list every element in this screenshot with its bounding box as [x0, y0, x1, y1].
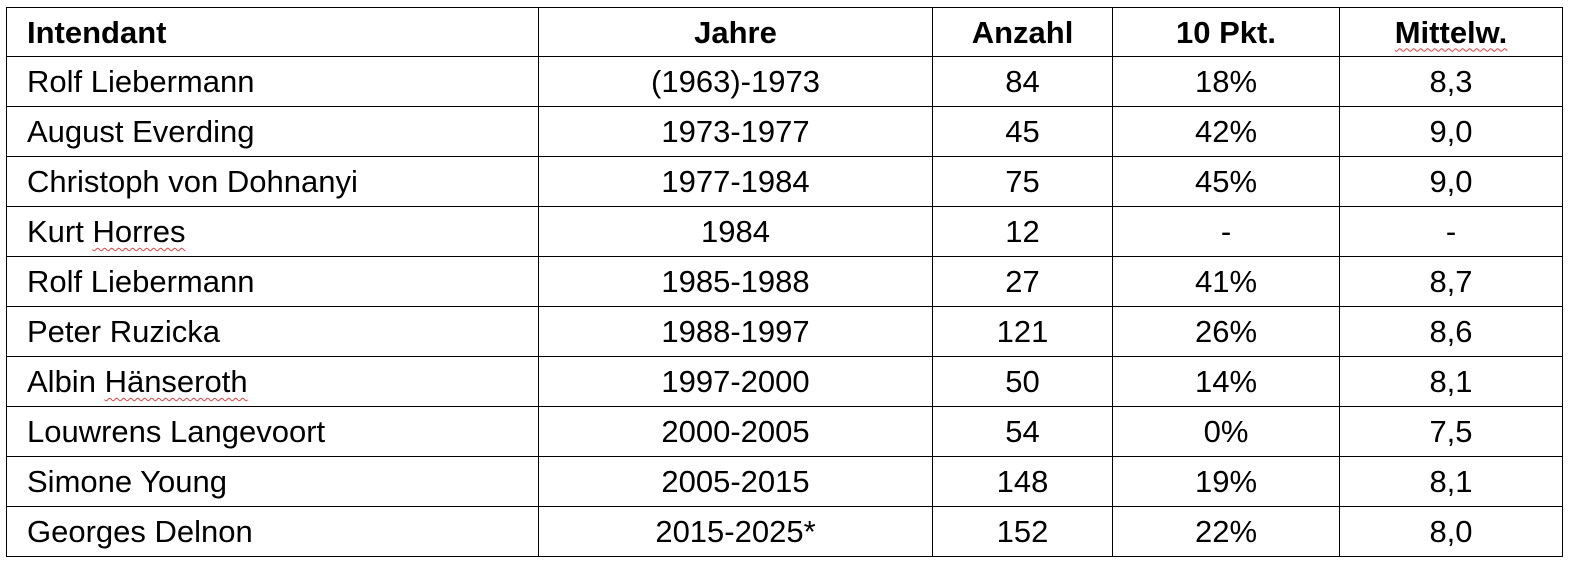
cell-anzahl: 152	[932, 506, 1113, 557]
cell-mittelw: 8,3	[1339, 56, 1563, 107]
cell-intendant: Georges Delnon	[6, 506, 539, 557]
cell-10-pkt: 14%	[1112, 356, 1340, 407]
cell-jahre: 1973-1977	[538, 106, 933, 157]
column-header-mittelw: Mittelw.	[1339, 7, 1563, 57]
table-row: Kurt Horres 1984 12 - -	[6, 206, 1563, 257]
cell-jahre: 2015-2025*	[538, 506, 933, 557]
cell-intendant-firstname: Albin	[27, 364, 96, 399]
intendant-table: Intendant Jahre Anzahl 10 Pkt. Mittelw. …	[6, 7, 1563, 557]
cell-mittelw: 8,1	[1339, 456, 1563, 507]
cell-anzahl: 84	[932, 56, 1113, 107]
cell-jahre: 1984	[538, 206, 933, 257]
cell-intendant: Albin Hänseroth	[6, 356, 539, 407]
cell-mittelw: 7,5	[1339, 406, 1563, 457]
cell-intendant: August Everding	[6, 106, 539, 157]
cell-mittelw: 9,0	[1339, 156, 1563, 207]
cell-jahre: 1988-1997	[538, 306, 933, 357]
cell-anzahl: 121	[932, 306, 1113, 357]
column-header-intendant: Intendant	[6, 7, 539, 57]
column-header-jahre: Jahre	[538, 7, 933, 57]
cell-intendant-surname: Horres	[92, 214, 186, 249]
table-header-row: Intendant Jahre Anzahl 10 Pkt. Mittelw.	[6, 7, 1563, 57]
cell-intendant: Christoph von Dohnanyi	[6, 156, 539, 207]
cell-10-pkt: 0%	[1112, 406, 1340, 457]
cell-jahre: 2000-2005	[538, 406, 933, 457]
cell-mittelw: 9,0	[1339, 106, 1563, 157]
cell-anzahl: 27	[932, 256, 1113, 307]
cell-10-pkt: 18%	[1112, 56, 1340, 107]
cell-jahre: 1985-1988	[538, 256, 933, 307]
cell-mittelw: 8,0	[1339, 506, 1563, 557]
cell-intendant: Simone Young	[6, 456, 539, 507]
table-row: Peter Ruzicka 1988-1997 121 26% 8,6	[6, 306, 1563, 357]
cell-anzahl: 75	[932, 156, 1113, 207]
cell-intendant: Kurt Horres	[6, 206, 539, 257]
table-row: Simone Young 2005-2015 148 19% 8,1	[6, 456, 1563, 507]
cell-jahre: 1997-2000	[538, 356, 933, 407]
cell-mittelw: 8,6	[1339, 306, 1563, 357]
cell-anzahl: 148	[932, 456, 1113, 507]
cell-intendant: Rolf Liebermann	[6, 256, 539, 307]
column-header-10-pkt: 10 Pkt.	[1112, 7, 1340, 57]
cell-mittelw: -	[1339, 206, 1563, 257]
cell-10-pkt: 42%	[1112, 106, 1340, 157]
column-header-anzahl: Anzahl	[932, 7, 1113, 57]
table-row: Louwrens Langevoort 2000-2005 54 0% 7,5	[6, 406, 1563, 457]
table-row: Georges Delnon 2015-2025* 152 22% 8,0	[6, 506, 1563, 557]
table-row: Christoph von Dohnanyi 1977-1984 75 45% …	[6, 156, 1563, 207]
cell-jahre: 2005-2015	[538, 456, 933, 507]
cell-anzahl: 50	[932, 356, 1113, 407]
table-row: August Everding 1973-1977 45 42% 9,0	[6, 106, 1563, 157]
cell-mittelw: 8,7	[1339, 256, 1563, 307]
cell-intendant-firstname: Kurt	[27, 214, 84, 249]
cell-jahre: 1977-1984	[538, 156, 933, 207]
cell-anzahl: 45	[932, 106, 1113, 157]
cell-jahre: (1963)-1973	[538, 56, 933, 107]
table-row: Rolf Liebermann 1985-1988 27 41% 8,7	[6, 256, 1563, 307]
cell-10-pkt: 41%	[1112, 256, 1340, 307]
cell-intendant: Rolf Liebermann	[6, 56, 539, 107]
cell-intendant: Louwrens Langevoort	[6, 406, 539, 457]
cell-10-pkt: 22%	[1112, 506, 1340, 557]
cell-10-pkt: 19%	[1112, 456, 1340, 507]
cell-intendant-surname: Hänseroth	[104, 364, 248, 399]
column-header-mittelw-text: Mittelw.	[1394, 14, 1508, 50]
cell-10-pkt: 45%	[1112, 156, 1340, 207]
table-row: Rolf Liebermann (1963)-1973 84 18% 8,3	[6, 56, 1563, 107]
cell-anzahl: 54	[932, 406, 1113, 457]
cell-10-pkt: -	[1112, 206, 1340, 257]
cell-intendant: Peter Ruzicka	[6, 306, 539, 357]
cell-mittelw: 8,1	[1339, 356, 1563, 407]
table-row: Albin Hänseroth 1997-2000 50 14% 8,1	[6, 356, 1563, 407]
cell-anzahl: 12	[932, 206, 1113, 257]
cell-10-pkt: 26%	[1112, 306, 1340, 357]
